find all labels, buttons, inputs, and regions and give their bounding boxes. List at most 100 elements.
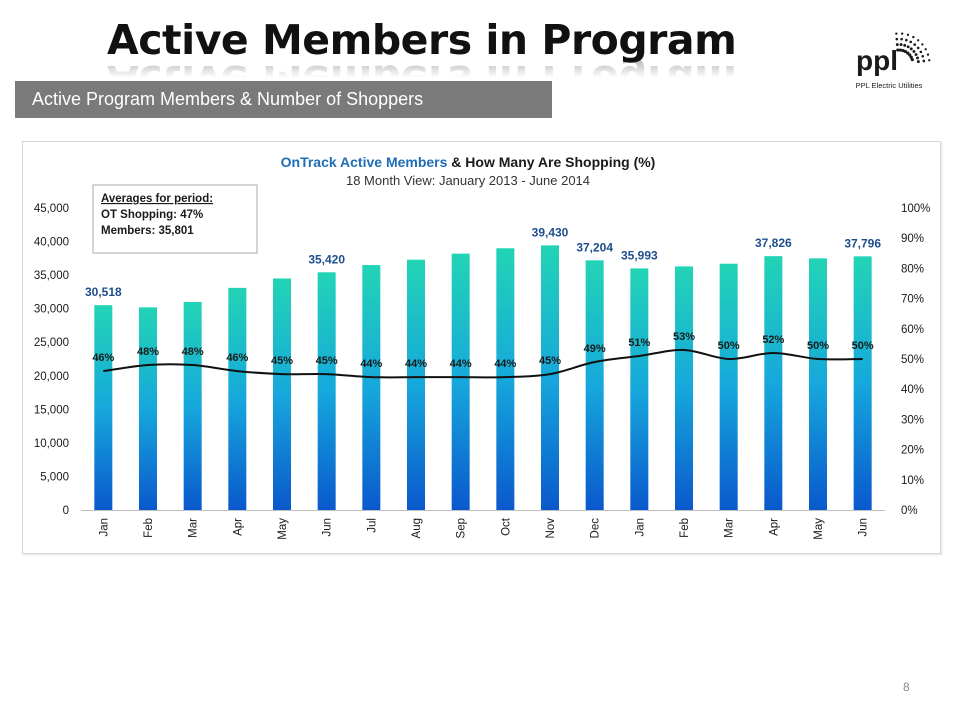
x-axis-tick-label: Feb [679, 518, 691, 538]
bar [630, 268, 649, 510]
sunburst-dot [916, 56, 919, 60]
right-axis-tick-label: 70% [901, 294, 924, 306]
left-axis: 0 5,000 10,000 15,000 20,000 25,000 30,000 35,0… [34, 203, 69, 517]
right-axis-tick-label: 80% [901, 263, 924, 275]
bar-series [94, 245, 872, 510]
logo-wordmark: ppl [856, 45, 898, 76]
x-axis-tick-label: Jul [366, 518, 378, 533]
chart-title: OnTrack Active Members & How Many Are Sh… [281, 154, 656, 170]
line-value-label: 45% [316, 355, 338, 367]
line-value-label: 44% [494, 358, 516, 370]
logo-company-name: PPL Electric Utilities [856, 81, 923, 90]
sunburst-dot [916, 46, 920, 50]
sunburst-dot [926, 53, 930, 56]
bar [228, 287, 247, 510]
bar-value-label: 30,518 [85, 285, 122, 299]
bar [451, 253, 470, 510]
sunburst-dot [914, 53, 918, 56]
x-axis-tick-label: Jan [98, 518, 110, 537]
bar-value-label: 35,420 [308, 252, 345, 266]
right-axis-tick-label: 30% [901, 414, 924, 426]
sunburst-dot [912, 35, 915, 39]
bar [496, 248, 515, 510]
sunburst-dot [899, 43, 903, 47]
line-value-label: 45% [271, 355, 293, 367]
bar [362, 265, 381, 510]
line-value-label: 48% [182, 346, 204, 358]
x-axis-tick-label: Feb [143, 518, 155, 538]
shopping-percent-line [103, 348, 863, 379]
averages-box: Averages for period: OT Shopping: 47% Me… [92, 184, 258, 254]
left-axis-tick-label: 10,000 [34, 438, 69, 450]
bar [94, 305, 113, 510]
line-value-label: 44% [450, 358, 472, 370]
sunburst-dot [895, 37, 899, 41]
bar [585, 260, 604, 510]
left-axis-tick-label: 15,000 [34, 404, 69, 416]
bar-value-label: 37,796 [844, 236, 881, 250]
x-axis-tick-label: Oct [500, 517, 512, 536]
line-value-label: 44% [360, 358, 382, 370]
line-value-label: 46% [92, 352, 114, 364]
subtitle-bar: Active Program Members & Number of Shopp… [15, 81, 552, 118]
sunburst-dot [913, 43, 917, 46]
sunburst-dot [906, 45, 910, 49]
line-value-label: 51% [628, 337, 650, 349]
x-axis-tick-label: May [813, 518, 825, 540]
x-axis-tick-label: Dec [590, 518, 602, 539]
sunburst-dot [895, 32, 898, 35]
bar-value-label: 39,430 [532, 225, 569, 239]
x-axis-tick-label: Mar [188, 518, 200, 538]
bar [407, 259, 425, 510]
combo-chart: OnTrack Active Members & How Many Are Sh… [34, 154, 931, 540]
sunburst-dot [924, 48, 927, 51]
sunburst-dot [901, 49, 905, 53]
sunburst-dot [917, 39, 920, 42]
right-axis: 0% 10% 20% 30% 40% 50% 60% 70% 80% 90% 100% [901, 203, 930, 517]
x-axis-tick-label: Jan [634, 518, 646, 537]
sunburst-dot [921, 43, 924, 46]
line-value-label: 50% [852, 340, 874, 352]
subtitle-text: Active Program Members & Number of Shopp… [32, 89, 424, 109]
sunburst-dot [905, 38, 908, 42]
sunburst-dot [903, 43, 907, 47]
left-axis-tick-label: 45,000 [34, 203, 69, 215]
line-value-label: 48% [137, 346, 159, 358]
sunburst-dot [895, 43, 899, 47]
line-value-label: 50% [718, 340, 740, 352]
bar-value-label: 37,826 [755, 236, 792, 250]
right-axis-tick-label: 20% [901, 445, 924, 457]
bar [139, 307, 157, 510]
sunburst-dot [912, 50, 916, 53]
x-axis-tick-label: Jun [858, 518, 870, 537]
left-axis-tick-label: 20,000 [34, 371, 69, 383]
sunburst-dot [909, 55, 913, 59]
sunburst-dot [896, 48, 900, 52]
x-axis-tick-label: Jun [322, 518, 334, 537]
left-axis-tick-label: 5,000 [40, 471, 69, 483]
line-value-labels: 46% 48% 48% 46% 45% 45% 44% 44% 44% 44% 45% 49% 51% 5… [92, 331, 874, 370]
bar [317, 272, 336, 510]
right-axis-tick-label: 100% [901, 203, 930, 215]
line-value-label: 53% [673, 331, 695, 343]
chart-panel: OnTrack Active Members & How Many Are Sh… [22, 141, 941, 554]
left-axis-tick-label: 30,000 [34, 304, 69, 316]
averages-box-frame [92, 184, 258, 254]
chart-subtitle: 18 Month View: January 2013 - June 2014 [346, 173, 590, 188]
bar-value-label: 35,993 [621, 248, 658, 262]
x-axis-tick-label: Aug [411, 518, 423, 538]
line-value-label: 44% [405, 358, 427, 370]
bar-value-label: 37,204 [576, 240, 613, 254]
bar [764, 256, 783, 510]
x-axis-tick-label: Apr [232, 518, 244, 536]
right-axis-tick-label: 60% [901, 324, 924, 336]
x-axis-tick-label: Sep [456, 518, 468, 538]
x-axis-tick-label: Apr [768, 518, 780, 536]
sunburst-dot [901, 32, 904, 35]
x-axis: Jan Feb Mar Apr May Jun Jul Aug Sep Oct Nov Dec Jan F… [81, 510, 885, 540]
bar [273, 278, 291, 510]
left-axis-tick-label: 40,000 [34, 237, 69, 249]
sunburst-icon [895, 32, 931, 64]
sunburst-dot [916, 60, 920, 64]
sunburst-dot [919, 50, 923, 54]
